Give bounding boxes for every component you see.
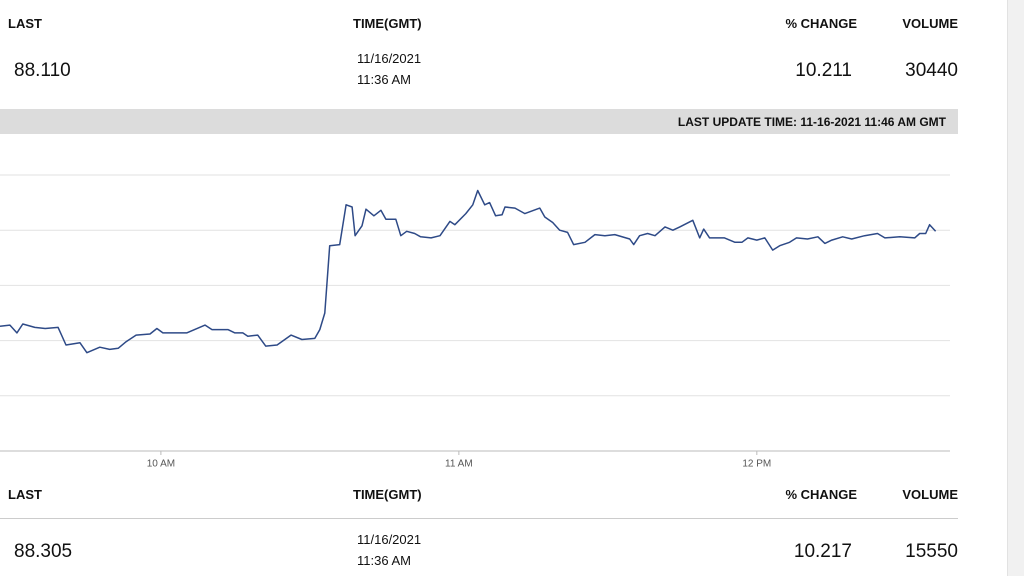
x-tick-label: 11 AM [445,459,473,470]
header-last: LAST [8,487,42,502]
change-value: 10.217 [793,541,852,562]
volume-value: 15550 [905,541,958,562]
last-price: 88.305 [14,541,73,562]
price-line [0,189,937,354]
chart: 10 AM 11 AM 12 PM [0,174,950,470]
header-time: TIME(GMT) [353,487,422,502]
update-time: LAST UPDATE TIME: 11-16-2021 11:46 AM GM… [677,115,946,129]
header-change: % CHANGE [785,487,857,502]
scrollbar[interactable] [1007,0,1024,576]
header-volume: VOLUME [902,16,958,31]
last-price: 88.110 [14,60,71,81]
change-value: 10.211 [795,60,852,81]
volume-value: 30440 [905,60,958,81]
quote-time: 11:36 AM [357,72,411,87]
header-change: % CHANGE [785,16,857,31]
x-tick-label: 10 AM [147,459,175,470]
header-volume: VOLUME [902,487,958,502]
x-tick-label: 12 PM [742,459,771,470]
header-last: LAST [8,16,42,31]
header-time: TIME(GMT) [353,16,422,31]
quote-time: 11:36 AM [357,553,411,568]
update-bar: LAST UPDATE TIME: 11-16-2021 11:46 AM GM… [0,109,958,134]
divider [0,518,958,519]
quote-date: 11/16/2021 [357,51,422,66]
quote-date: 11/16/2021 [357,532,422,547]
